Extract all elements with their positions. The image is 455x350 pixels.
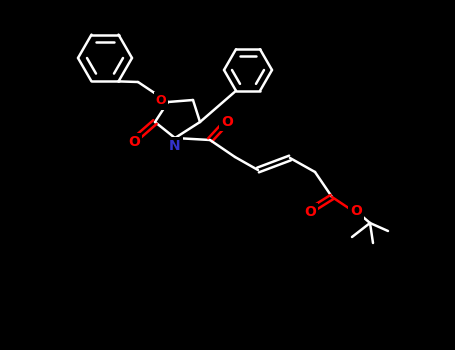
Text: O: O xyxy=(221,115,233,129)
Text: O: O xyxy=(350,204,362,218)
Text: N: N xyxy=(169,139,181,153)
Text: O: O xyxy=(304,205,316,219)
Text: O: O xyxy=(128,135,140,149)
Text: O: O xyxy=(156,94,167,107)
